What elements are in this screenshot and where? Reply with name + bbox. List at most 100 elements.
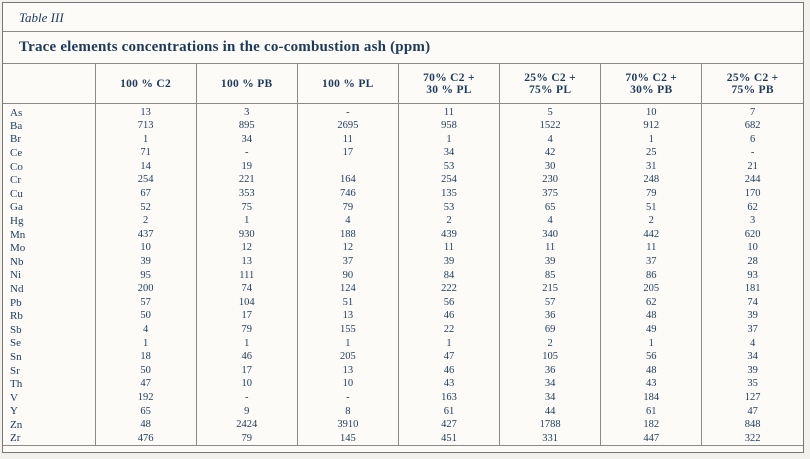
value-cell: 46 bbox=[397, 363, 500, 378]
table-row: Co 14 19 53 30 31 21 bbox=[3, 159, 803, 174]
element-label: Mo bbox=[10, 242, 26, 255]
element-label: Hg bbox=[10, 215, 24, 227]
column-header: 100 % C2 bbox=[94, 63, 197, 104]
column-header: 25% C2 + 75% PB bbox=[701, 63, 803, 104]
value-cell: 4 bbox=[701, 336, 803, 351]
value-cell: 437 bbox=[94, 227, 197, 242]
value-cell: 93 bbox=[701, 268, 803, 283]
value-cell: 12 bbox=[195, 241, 298, 256]
value-cell: 65 bbox=[94, 404, 197, 419]
value-cell: 10 bbox=[94, 241, 197, 256]
value-cell bbox=[296, 159, 399, 174]
value-cell: 43 bbox=[600, 377, 702, 391]
value-cell: 13 bbox=[296, 309, 399, 323]
value-cell: 13 bbox=[296, 363, 399, 378]
element-label: Y bbox=[10, 405, 18, 418]
table-row: Zr 476 79 145 451 331 447 322 bbox=[3, 431, 803, 446]
value-cell: 848 bbox=[701, 418, 803, 432]
value-cell: 62 bbox=[600, 295, 702, 310]
value-cell: 28 bbox=[701, 255, 803, 269]
value-cell: 331 bbox=[499, 431, 601, 446]
value-cell: 104 bbox=[195, 295, 298, 310]
value-cell: 6 bbox=[701, 132, 803, 147]
element-label: Sr bbox=[10, 364, 20, 377]
value-cell: 10 bbox=[296, 377, 399, 391]
table-row: Ba 713 895 2695 958 1522 912 682 bbox=[3, 119, 803, 133]
value-cell: 895 bbox=[195, 119, 298, 133]
value-cell: 205 bbox=[600, 282, 702, 296]
table-row: As 13 3-11 5 10 7 bbox=[3, 103, 803, 120]
value-cell: 1788 bbox=[499, 418, 601, 432]
value-cell: 192 bbox=[94, 390, 197, 405]
value-cell: 36 bbox=[499, 363, 601, 378]
value-cell: 62 bbox=[701, 200, 803, 215]
value-cell: - bbox=[701, 146, 803, 160]
value-cell: 2 bbox=[94, 214, 197, 228]
value-cell: 1 bbox=[600, 132, 702, 147]
value-cell: 2 bbox=[397, 214, 500, 228]
table-row: Pb 57 104 51 56 57 62 74 bbox=[3, 295, 803, 310]
table-row: Se 1 1 1 1 2 1 4 bbox=[3, 336, 803, 351]
value-cell: 48 bbox=[600, 363, 702, 378]
value-cell: 49 bbox=[600, 323, 702, 337]
table-row: Ga 52 75 79 53 65 51 62 bbox=[3, 200, 803, 215]
trace-elements-table: 100 % C2 100 % PB 100 % PL 70% C2 + 30 % PL… bbox=[3, 63, 803, 446]
element-label: Nd bbox=[10, 282, 24, 295]
value-cell: 19 bbox=[195, 159, 298, 174]
value-cell: 30 bbox=[499, 159, 601, 174]
value-cell: 182 bbox=[600, 418, 702, 432]
table-body: As 13 3-11 5 10 7 Ba 713 895 2695 958 1522 912 682 Br 1… bbox=[3, 103, 803, 446]
value-cell: 69 bbox=[499, 323, 601, 337]
value-cell: 10 bbox=[600, 103, 702, 120]
value-cell: 39 bbox=[701, 309, 803, 323]
value-cell: 111 bbox=[195, 268, 298, 283]
value-cell: 39 bbox=[701, 363, 803, 378]
value-cell: 2695 bbox=[296, 119, 399, 133]
element-label: Zn bbox=[10, 418, 23, 431]
element-label: Se bbox=[10, 337, 21, 350]
value-cell: 2 bbox=[600, 214, 702, 228]
value-cell: 39 bbox=[397, 255, 500, 269]
table-header: 100 % C2 100 % PB 100 % PL 70% C2 + 30 % PL… bbox=[3, 63, 803, 104]
value-cell: 11 bbox=[397, 241, 500, 256]
element-label: Nb bbox=[10, 255, 24, 268]
value-cell: 3 bbox=[195, 103, 298, 120]
table-label: Table III bbox=[3, 3, 803, 32]
value-cell: 34 bbox=[195, 132, 298, 147]
table-row: V 192- -163 34 184 127 bbox=[3, 390, 803, 405]
value-cell: 2 bbox=[499, 336, 601, 351]
value-cell: 1522 bbox=[499, 119, 601, 133]
value-cell: 47 bbox=[94, 377, 197, 391]
value-cell: 8 bbox=[296, 404, 399, 419]
value-cell: 52 bbox=[94, 200, 197, 215]
table-row: Mo 10 12 12 11 11 11 10 bbox=[3, 241, 803, 256]
value-cell: 61 bbox=[397, 404, 500, 419]
value-cell: 37 bbox=[701, 323, 803, 337]
value-cell: 71 bbox=[94, 146, 197, 160]
value-cell: 17 bbox=[195, 309, 298, 323]
value-cell: 427 bbox=[397, 418, 500, 432]
table-row: Br 1 34 11 1 4 1 6 bbox=[3, 132, 803, 147]
column-header: 100 % PL bbox=[296, 63, 399, 104]
value-cell: 85 bbox=[499, 268, 601, 283]
value-cell: 1 bbox=[195, 336, 298, 351]
value-cell: 14 bbox=[94, 159, 197, 174]
value-cell: - bbox=[296, 390, 399, 405]
value-cell: 124 bbox=[296, 282, 399, 296]
value-cell: 4 bbox=[499, 214, 601, 228]
table-row: Cu 67 353 746 135 375 79 170 bbox=[3, 187, 803, 201]
value-cell: 13 bbox=[94, 103, 197, 120]
value-cell: 163 bbox=[397, 390, 500, 405]
value-cell: 7 bbox=[701, 103, 803, 120]
element-label: Zr bbox=[10, 432, 21, 445]
value-cell: 48 bbox=[600, 309, 702, 323]
element-label: Cr bbox=[10, 174, 21, 187]
value-cell: 184 bbox=[600, 390, 702, 405]
value-cell: 51 bbox=[600, 200, 702, 215]
value-cell: 56 bbox=[600, 350, 702, 364]
value-cell: 447 bbox=[600, 431, 702, 446]
element-label: Co bbox=[10, 160, 23, 173]
value-cell: 135 bbox=[397, 187, 500, 201]
value-cell: 79 bbox=[296, 200, 399, 215]
value-cell: 248 bbox=[600, 173, 702, 188]
